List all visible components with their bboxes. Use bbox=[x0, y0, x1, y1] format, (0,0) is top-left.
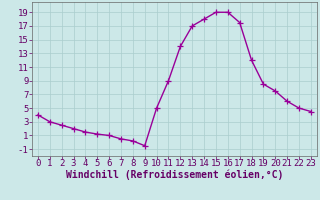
X-axis label: Windchill (Refroidissement éolien,°C): Windchill (Refroidissement éolien,°C) bbox=[66, 170, 283, 180]
